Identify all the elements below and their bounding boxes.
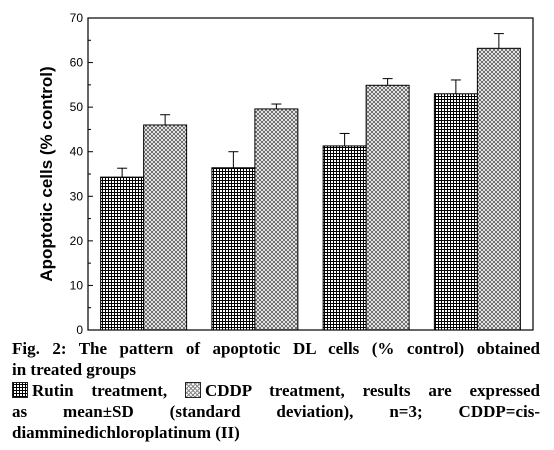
- caption-line-4: as mean±SD (standard deviation), n=3; CD…: [12, 402, 540, 421]
- bar-rutin: [100, 176, 145, 331]
- caption-line-1: Fig. 2: The pattern of apoptotic DL cell…: [12, 338, 540, 359]
- bar-rutin: [211, 167, 256, 331]
- bar-cddp: [143, 124, 188, 331]
- caption-title: The pattern of apoptotic DL cells (% con…: [66, 339, 540, 358]
- y-tick-label: 60: [70, 56, 84, 70]
- bar-rutin: [322, 145, 367, 331]
- caption-line-3: Rutin treatment, CDDP treatment, results…: [12, 380, 540, 401]
- y-axis-label: Apoptotic cells (% control): [37, 66, 56, 281]
- cddp-swatch-icon: [184, 382, 201, 398]
- bar-cddp: [254, 108, 299, 331]
- caption-line-2: in treated groups: [12, 360, 137, 379]
- y-tick-label: 10: [70, 278, 84, 292]
- bar-cddp: [365, 84, 410, 331]
- caption-line-5: diamminedichloroplatinum (II): [12, 423, 240, 442]
- y-tick-label: 20: [70, 234, 84, 248]
- legend-rutin-label: Rutin treatment,: [32, 381, 168, 400]
- y-tick-label: 40: [70, 145, 84, 159]
- y-tick-label: 0: [76, 323, 83, 337]
- legend-cddp-label: CDDP treatment, results are expressed: [204, 381, 541, 400]
- bar-cddp: [476, 47, 521, 331]
- bar-chart: 0 10 20 30 40 50 60 70 Apoptotic cells (% contr…: [37, 11, 534, 337]
- bar-rutin: [433, 93, 478, 331]
- fig-label: Fig. 2:: [12, 339, 67, 358]
- rutin-swatch-icon: [12, 382, 28, 398]
- figure-caption: Fig. 2: The pattern of apoptotic DL cell…: [12, 338, 540, 443]
- y-tick-label: 50: [70, 100, 84, 114]
- y-tick-label: 30: [70, 189, 84, 203]
- y-tick-label: 70: [70, 11, 84, 25]
